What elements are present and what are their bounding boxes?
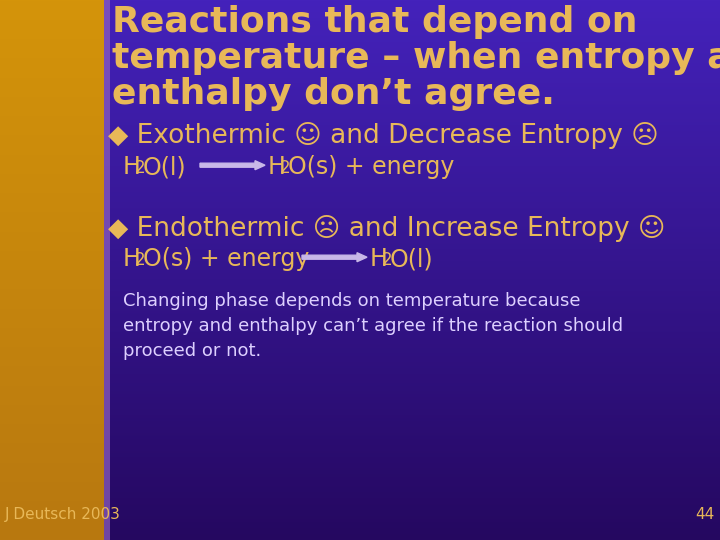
Text: O(s) + energy: O(s) + energy — [143, 247, 310, 271]
Text: 2: 2 — [280, 159, 291, 177]
Text: O(l): O(l) — [143, 155, 186, 179]
Text: enthalpy don’t agree.: enthalpy don’t agree. — [112, 77, 555, 111]
Text: ◆ Endothermic ☹ and Increase Entropy ☺: ◆ Endothermic ☹ and Increase Entropy ☺ — [108, 215, 665, 242]
Text: Changing phase depends on temperature because
entropy and enthalpy can’t agree i: Changing phase depends on temperature be… — [123, 292, 623, 360]
Text: Reactions that depend on: Reactions that depend on — [112, 5, 637, 39]
Text: H: H — [123, 247, 141, 271]
Text: 2: 2 — [382, 251, 392, 269]
Text: 2: 2 — [135, 159, 145, 177]
Text: temperature – when entropy and: temperature – when entropy and — [112, 41, 720, 75]
Text: O(s) + energy: O(s) + energy — [288, 155, 454, 179]
Text: 2: 2 — [135, 251, 145, 269]
Bar — [104, 0, 110, 540]
Text: J Deutsch 2003: J Deutsch 2003 — [5, 507, 121, 522]
FancyArrow shape — [200, 161, 265, 170]
FancyArrow shape — [302, 253, 367, 262]
Text: H: H — [268, 155, 286, 179]
Text: H: H — [370, 247, 388, 271]
Text: O(l): O(l) — [390, 247, 433, 271]
Text: H: H — [123, 155, 141, 179]
Text: ◆ Exothermic ☺ and Decrease Entropy ☹: ◆ Exothermic ☺ and Decrease Entropy ☹ — [108, 122, 659, 149]
Text: 44: 44 — [696, 507, 715, 522]
